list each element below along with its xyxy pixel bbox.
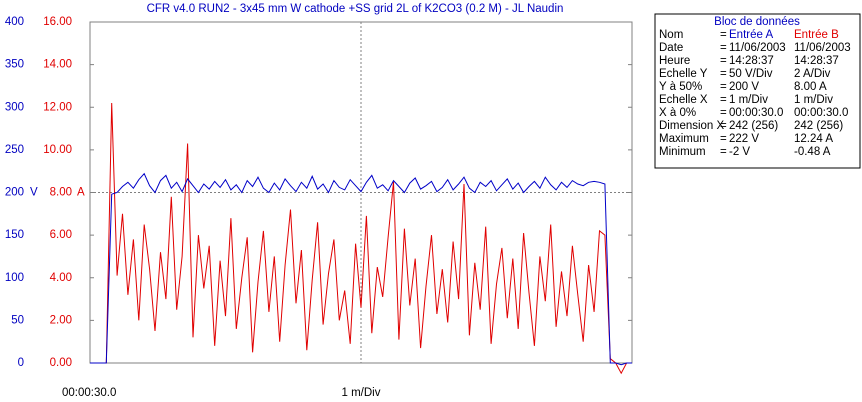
- data-block-cell: Entrée A: [729, 29, 773, 41]
- data-block-cell: 242 (256): [729, 120, 778, 132]
- data-block-cell: 14:28:37: [729, 55, 774, 67]
- data-block-cell: 11/06/2003: [729, 42, 786, 54]
- y2-tick-label: 4.00: [50, 272, 72, 284]
- data-block-cell: Heure: [659, 55, 690, 67]
- y-tick-label: 0: [18, 357, 24, 369]
- y-tick-label: 300: [5, 101, 24, 113]
- data-block-cell: X à 0%: [659, 107, 696, 119]
- y-tick-label: 350: [5, 59, 24, 71]
- y2-tick-label: 16.00: [43, 16, 72, 28]
- data-block-cell: Echelle X: [659, 94, 708, 106]
- data-block-cell: 00:00:30.0: [794, 107, 848, 119]
- data-block-cell: =: [720, 29, 727, 41]
- data-block-cell: 2 A/Div: [794, 68, 831, 80]
- data-block-cell: 222 V: [729, 133, 759, 145]
- chart-title: CFR v4.0 RUN2 - 3x45 mm W cathode +SS gr…: [147, 3, 564, 15]
- data-block-cell: =: [720, 94, 727, 106]
- data-block-cell: =: [720, 68, 727, 80]
- data-block-cell: 00:00:30.0: [729, 107, 783, 119]
- y2-tick-label: 6.00: [50, 229, 72, 241]
- y-tick-label: 100: [5, 272, 24, 284]
- data-block-cell: 200 V: [729, 81, 759, 93]
- data-block-cell: =: [720, 120, 727, 132]
- data-block-cell: Date: [659, 42, 683, 54]
- y-tick-label: 150: [5, 229, 24, 241]
- data-block-cell: 1 m/Div: [794, 94, 833, 106]
- y-tick-label: 50: [11, 314, 24, 326]
- data-block-cell: Nom: [659, 29, 683, 41]
- data-block-cell: 242 (256): [794, 120, 843, 132]
- y-unit: V: [30, 187, 38, 199]
- y2-tick-label: 10.00: [43, 144, 72, 156]
- data-block-cell: =: [720, 55, 727, 67]
- series-line: [90, 172, 632, 366]
- data-block-cell: Minimum: [659, 146, 706, 158]
- data-block-cell: Y à 50%: [659, 81, 702, 93]
- data-block-cell: =: [720, 81, 727, 93]
- data-block-title: Bloc de données: [714, 16, 800, 28]
- y-tick-label: 400: [5, 16, 24, 28]
- data-block-cell: Echelle Y: [659, 68, 708, 80]
- data-block-cell: 11/06/2003: [794, 42, 851, 54]
- y2-tick-label: 12.00: [43, 101, 72, 113]
- data-block-cell: Entrée B: [794, 29, 839, 41]
- data-block-cell: 1 m/Div: [729, 94, 768, 106]
- x-label: 1 m/Div: [342, 387, 381, 399]
- x-start-label: 00:00:30.0: [62, 387, 116, 399]
- data-block-cell: =: [720, 146, 727, 158]
- y-tick-label: 200: [5, 187, 24, 199]
- y2-tick-label: 14.00: [43, 59, 72, 71]
- y-tick-label: 250: [5, 144, 24, 156]
- data-block-cell: 50 V/Div: [729, 68, 773, 80]
- data-block-cell: Dimension X: [659, 120, 725, 132]
- data-block-cell: 14:28:37: [794, 55, 839, 67]
- data-block-cell: -2 V: [729, 146, 750, 158]
- y2-tick-label: 2.00: [50, 314, 72, 326]
- data-block-cell: =: [720, 107, 727, 119]
- data-block-cell: Maximum: [659, 133, 709, 145]
- data-block-cell: -0.48 A: [794, 146, 831, 158]
- y2-unit: A: [77, 187, 85, 199]
- data-block-cell: 12.24 A: [794, 133, 833, 145]
- data-block-cell: =: [720, 42, 727, 54]
- data-block-cell: =: [720, 133, 727, 145]
- data-block-cell: 8.00 A: [794, 81, 827, 93]
- y2-tick-label: 0.00: [50, 357, 72, 369]
- series-line: [90, 102, 632, 375]
- y2-tick-label: 8.00: [50, 187, 72, 199]
- data-block: [654, 13, 861, 169]
